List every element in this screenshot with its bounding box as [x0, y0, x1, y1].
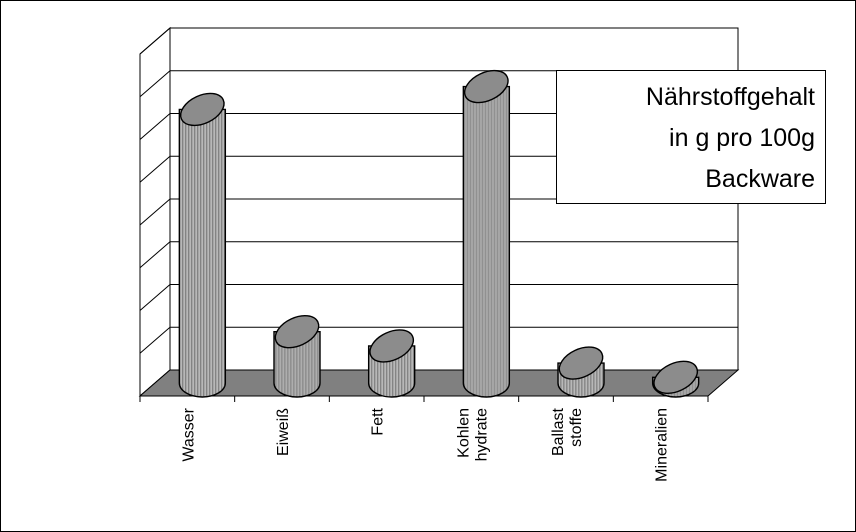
gridline-side [139, 155, 171, 183]
bar-top [274, 315, 320, 349]
chart-title-line-1: Nährstoffgehalt [645, 83, 815, 111]
bar-1 [273, 315, 321, 398]
x-tick-label: Wasser [180, 407, 197, 461]
gridline-side [139, 70, 171, 98]
x-tick-label: Kohlenhydrate [455, 408, 490, 461]
gridline-side [139, 241, 171, 269]
bar-3 [462, 69, 511, 398]
x-tick-label: Ballaststoffe [550, 407, 585, 456]
bar-top [653, 360, 699, 394]
gridline-side [139, 113, 171, 140]
x-tick-label: Eiweiß [275, 408, 292, 456]
gridline-side [139, 284, 171, 311]
bar-top [369, 329, 415, 363]
bar-4 [557, 346, 605, 398]
x-tick-label: Mineralien [654, 408, 671, 482]
bar-top [179, 92, 225, 127]
gridline-side [139, 326, 171, 354]
bar-2 [367, 329, 416, 398]
bar-0 [178, 92, 227, 398]
x-tick-label: Fett [370, 407, 387, 435]
bar-5 [651, 360, 700, 398]
chart-title-line-3: Backware [705, 165, 815, 193]
gridline-side [139, 198, 171, 226]
gridline-side [139, 27, 171, 55]
bar-top [463, 69, 509, 104]
bar-top [558, 346, 604, 380]
bar-body [462, 85, 511, 398]
chart-title-line-2: in g pro 100g [669, 124, 815, 152]
bar-body [178, 108, 227, 398]
chart-title-box: Nährstoffgehalt in g pro 100g Backware [556, 70, 826, 204]
floor [138, 369, 740, 397]
